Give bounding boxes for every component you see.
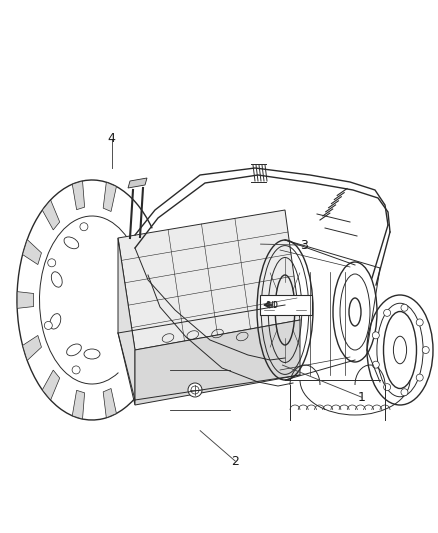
- Circle shape: [372, 332, 379, 339]
- Polygon shape: [118, 210, 300, 350]
- Circle shape: [384, 384, 391, 391]
- Text: 1: 1: [357, 391, 365, 403]
- Circle shape: [44, 321, 52, 329]
- Polygon shape: [103, 389, 117, 418]
- Circle shape: [191, 386, 199, 394]
- Circle shape: [72, 366, 80, 374]
- Polygon shape: [23, 335, 42, 360]
- Polygon shape: [103, 182, 117, 212]
- Text: 4: 4: [108, 132, 116, 145]
- Polygon shape: [72, 181, 85, 209]
- Circle shape: [384, 309, 391, 317]
- Circle shape: [422, 346, 429, 353]
- Circle shape: [416, 319, 423, 326]
- Circle shape: [372, 361, 379, 368]
- Circle shape: [188, 383, 202, 397]
- Text: 4WD: 4WD: [265, 301, 279, 310]
- Polygon shape: [128, 178, 147, 188]
- Text: 3: 3: [300, 239, 308, 252]
- Circle shape: [401, 304, 408, 311]
- Text: 2: 2: [231, 455, 239, 467]
- Polygon shape: [118, 238, 135, 405]
- Circle shape: [80, 223, 88, 231]
- Circle shape: [48, 259, 56, 267]
- Circle shape: [416, 374, 423, 381]
- FancyBboxPatch shape: [260, 295, 312, 315]
- Polygon shape: [42, 370, 60, 400]
- Polygon shape: [135, 320, 300, 405]
- Circle shape: [401, 389, 408, 395]
- Polygon shape: [23, 239, 42, 264]
- Polygon shape: [17, 292, 34, 309]
- Polygon shape: [42, 200, 60, 230]
- Polygon shape: [72, 390, 85, 419]
